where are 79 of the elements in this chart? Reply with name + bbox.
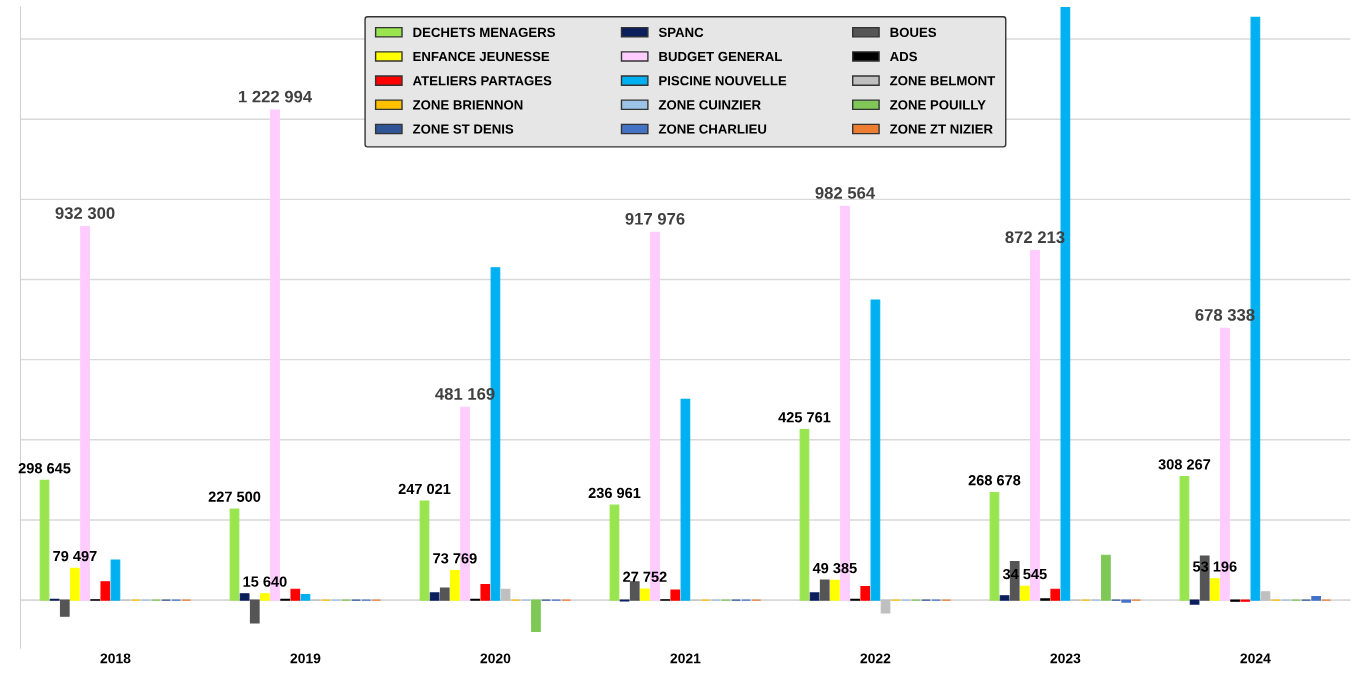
data-label: 49 385 — [812, 562, 857, 574]
bar — [260, 593, 270, 601]
bar — [239, 593, 250, 601]
data-label: 247 021 — [398, 483, 451, 495]
bar — [290, 588, 301, 601]
x-tick-label: 2018 — [100, 653, 131, 664]
legend-label: BUDGET GENERAL — [659, 51, 782, 62]
legend-label: BOUES — [890, 27, 937, 38]
legend-label: ZONE ZT NIZIER — [890, 124, 993, 134]
data-label: 982 564 — [815, 187, 876, 199]
data-label: 932 300 — [55, 207, 115, 220]
bar — [860, 585, 871, 601]
bar — [609, 504, 620, 601]
data-label: 268 678 — [968, 475, 1021, 486]
bar — [429, 592, 440, 601]
x-tick-label: 2019 — [290, 653, 321, 664]
bar — [39, 479, 50, 601]
bar — [629, 581, 640, 601]
data-label: 236 961 — [588, 487, 641, 499]
bar — [880, 599, 891, 614]
bar — [450, 569, 460, 601]
bar — [670, 589, 681, 601]
bar — [1209, 578, 1220, 601]
legend-label: ATELIERS PARTAGES — [412, 76, 552, 86]
bar — [110, 559, 121, 601]
legend-label: ZONE CHARLIEU — [658, 124, 767, 134]
legend-label: ZONE BRIENNON — [412, 100, 523, 110]
bar — [229, 508, 240, 601]
bar — [1019, 585, 1030, 601]
legend-label: ADS — [889, 51, 917, 62]
bar — [799, 428, 810, 601]
bar — [59, 599, 70, 617]
x-tick-label: 2020 — [480, 653, 511, 664]
data-label: 298 645 — [18, 463, 71, 474]
bar — [419, 500, 430, 601]
bar — [531, 599, 541, 632]
x-tick-label: 2022 — [860, 653, 891, 664]
x-tick-label: 2021 — [670, 653, 701, 664]
legend-label: ZONE ST DENIS — [412, 124, 514, 134]
bar — [989, 491, 1000, 601]
bar — [999, 595, 1010, 601]
bar — [249, 599, 260, 624]
bar — [1101, 554, 1111, 601]
bar — [870, 299, 881, 601]
bar — [70, 567, 80, 601]
bar — [1260, 591, 1271, 601]
data-label: 79 497 — [53, 550, 97, 562]
bar — [1311, 595, 1322, 601]
legend-label: DECHETS MENAGERS — [413, 27, 555, 38]
bar — [1189, 599, 1200, 605]
bar — [809, 592, 820, 601]
bar — [500, 588, 511, 601]
data-label: 425 761 — [778, 412, 831, 423]
legend-label: ZONE CUINZIER — [658, 100, 761, 110]
bar — [480, 583, 491, 601]
bar — [640, 588, 650, 601]
bar — [100, 581, 111, 601]
bar — [830, 579, 840, 601]
legend-label: ZONE BELMONT — [890, 76, 996, 86]
data-label: 27 752 — [623, 571, 667, 582]
bar — [439, 587, 450, 601]
data-label: 308 267 — [1158, 459, 1211, 470]
legend-label: ZONE POUILLY — [890, 100, 986, 110]
bar — [1179, 476, 1190, 601]
x-tick-label: 2024 — [1240, 653, 1271, 664]
bar — [1121, 599, 1132, 603]
bar — [1050, 588, 1061, 601]
x-tick-label: 2023 — [1050, 653, 1081, 664]
data-label: 227 500 — [208, 491, 261, 502]
legend-label: PISCINE NOUVELLE — [659, 76, 787, 86]
data-label: 917 976 — [625, 212, 685, 225]
bar — [819, 579, 830, 601]
bar — [680, 398, 691, 601]
legend-label: ENFANCE JEUNESSE — [413, 51, 550, 62]
legend-label: SPANC — [658, 27, 704, 38]
bar — [300, 593, 311, 601]
data-label: 15 640 — [243, 576, 287, 587]
data-label: 73 769 — [433, 553, 477, 564]
data-label: 1 222 994 — [239, 90, 313, 103]
